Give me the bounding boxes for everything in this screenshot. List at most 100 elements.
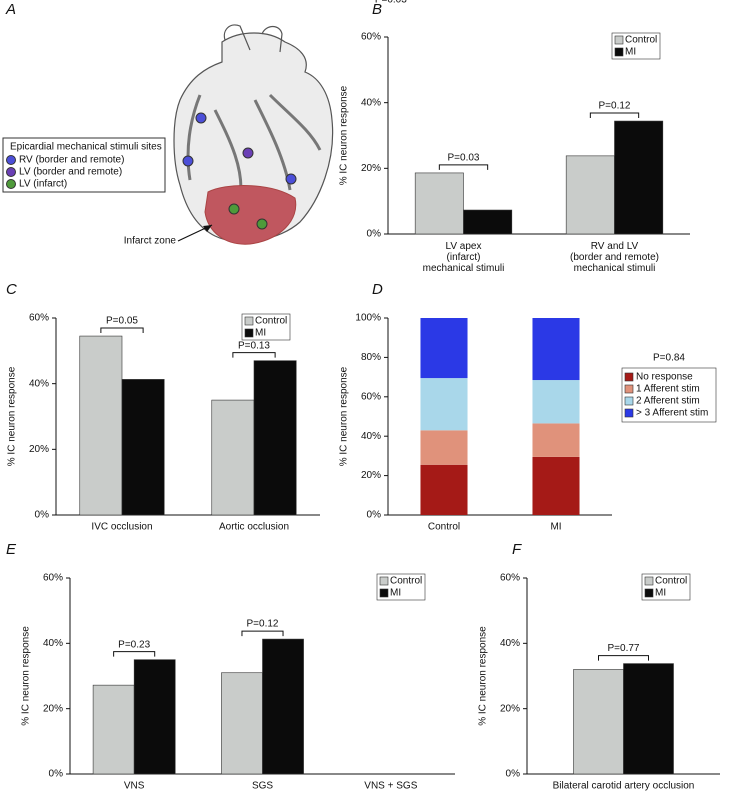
bar <box>614 120 664 235</box>
bar-segment <box>420 378 468 431</box>
panel-label: D <box>372 281 383 298</box>
infarct-zone <box>204 185 297 245</box>
annotation: P=0.03 <box>375 0 407 6</box>
legend-label: LV (infarct) <box>19 179 67 190</box>
bar <box>463 209 513 235</box>
legend-label: RV (border and remote) <box>19 155 124 166</box>
y-tick-label: 60% <box>361 391 381 402</box>
legend-label: Control <box>255 316 287 327</box>
bar-segment <box>420 430 468 465</box>
legend-swatch <box>644 588 654 598</box>
y-tick-label: 0% <box>367 510 382 521</box>
stimulus-site <box>242 147 254 159</box>
y-tick-label: 20% <box>43 703 63 714</box>
legend-label: MI <box>255 328 266 339</box>
legend-label: 1 Afferent stim <box>636 384 700 395</box>
legend-dot <box>6 179 16 189</box>
panel-label: C <box>6 281 17 298</box>
y-tick-label: 60% <box>361 32 381 43</box>
panel-label: B <box>372 1 382 18</box>
y-tick-label: 100% <box>355 313 381 324</box>
bar <box>262 638 304 775</box>
legend-label: Control <box>625 35 657 46</box>
legend-label: Control <box>655 576 687 587</box>
y-tick-label: 40% <box>361 97 381 108</box>
bar <box>565 155 615 235</box>
annotation: P=0.84 <box>653 353 685 364</box>
significance-bracket <box>589 112 640 119</box>
legend-swatch <box>624 372 634 382</box>
y-axis-label: % IC neuron response <box>21 626 32 726</box>
bar <box>211 399 255 516</box>
bar-segment <box>532 456 580 515</box>
y-tick-label: 80% <box>361 352 381 363</box>
y-tick-label: 0% <box>35 510 50 521</box>
bar <box>623 663 674 775</box>
significance-bracket <box>598 655 649 661</box>
legend-label: MI <box>390 588 401 599</box>
legend-swatch <box>644 576 654 586</box>
legend-title: Epicardial mechanical stimuli sites <box>10 142 162 153</box>
bar <box>92 684 135 775</box>
x-tick-label: VNS <box>124 781 145 792</box>
panel-label: E <box>6 541 17 558</box>
y-tick-label: 20% <box>500 703 520 714</box>
coronary-arteries <box>186 93 322 201</box>
y-tick-label: 40% <box>500 638 520 649</box>
legend-label: MI <box>655 588 666 599</box>
y-tick-label: 60% <box>29 313 49 324</box>
x-tick-label: RV and LV (border and remote) mechanical s… <box>570 241 659 274</box>
bar <box>221 672 263 775</box>
x-tick-label: VNS + SGS <box>364 781 417 792</box>
significance-bracket <box>438 164 489 170</box>
legend-box <box>2 137 166 193</box>
legend-label: LV (border and remote) <box>19 167 122 178</box>
x-tick-label: Control <box>428 522 460 533</box>
y-tick-label: 0% <box>506 769 521 780</box>
legend-dot <box>6 167 16 177</box>
arrow-head <box>203 225 212 232</box>
annotation: P=0.03 <box>448 153 480 164</box>
heart-illustration <box>2 24 334 245</box>
y-tick-label: 0% <box>49 769 64 780</box>
y-axis-label: % IC neuron response <box>339 366 350 466</box>
legend-dot <box>6 155 16 165</box>
bar <box>79 335 123 516</box>
x-tick-label: IVC occlusion <box>91 522 152 533</box>
annotation: P=0.12 <box>599 101 631 112</box>
y-tick-label: 20% <box>361 163 381 174</box>
bar-segment <box>532 423 580 457</box>
annotation: P=0.12 <box>247 619 279 630</box>
legend-swatch <box>624 396 634 406</box>
significance-bracket <box>232 352 276 358</box>
bar <box>121 379 165 516</box>
legend-swatch <box>244 328 254 338</box>
bar <box>414 172 464 235</box>
legend-swatch <box>379 588 389 598</box>
bar-segment <box>532 380 580 424</box>
legend-label: 2 Afferent stim <box>636 396 700 407</box>
y-tick-label: 60% <box>500 573 520 584</box>
x-tick-label: SGS <box>252 781 273 792</box>
annotation: P=0.05 <box>106 316 138 327</box>
y-axis-label: % IC neuron response <box>7 366 18 466</box>
x-tick-label: Bilateral carotid artery occlusion <box>553 781 695 792</box>
panel-label: A <box>5 1 16 18</box>
legend-label: > 3 Afferent stim <box>636 408 708 419</box>
x-tick-label: MI <box>550 522 561 533</box>
x-tick-label: Aortic occlusion <box>219 522 289 533</box>
bar-segment <box>532 318 580 381</box>
y-tick-label: 20% <box>361 470 381 481</box>
legend-label: MI <box>625 47 636 58</box>
annotation: P=0.23 <box>118 639 150 650</box>
bar <box>253 360 297 516</box>
annotation: P=0.77 <box>608 643 640 654</box>
significance-bracket <box>100 327 144 334</box>
bar-segment <box>420 318 468 379</box>
legend-swatch <box>379 576 389 586</box>
bar <box>133 659 176 775</box>
legend-label: Control <box>390 576 422 587</box>
significance-bracket <box>113 651 156 657</box>
legend-box <box>621 367 717 423</box>
